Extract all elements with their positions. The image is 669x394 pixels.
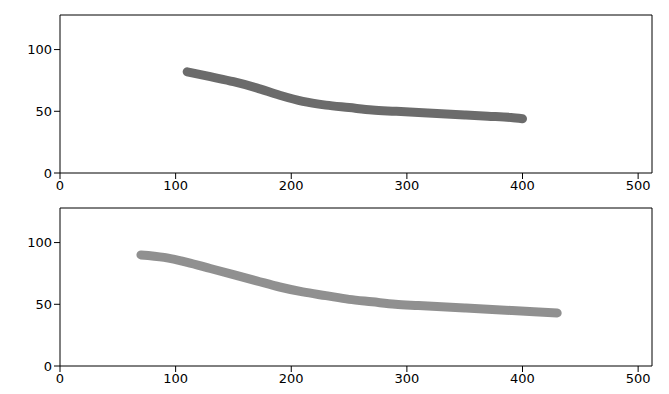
svg-text:0: 0	[44, 166, 52, 181]
svg-text:0: 0	[56, 178, 64, 193]
svg-text:50: 50	[35, 297, 52, 312]
svg-text:300: 300	[394, 178, 419, 193]
svg-text:100: 100	[163, 371, 188, 386]
svg-text:50: 50	[35, 104, 52, 119]
svg-text:500: 500	[626, 371, 651, 386]
svg-text:100: 100	[163, 178, 188, 193]
svg-text:400: 400	[510, 371, 535, 386]
svg-text:200: 200	[279, 178, 304, 193]
svg-text:100: 100	[27, 235, 52, 250]
svg-text:200: 200	[279, 371, 304, 386]
svg-text:100: 100	[27, 42, 52, 57]
svg-text:0: 0	[56, 371, 64, 386]
svg-text:400: 400	[510, 178, 535, 193]
svg-text:0: 0	[44, 359, 52, 374]
svg-text:500: 500	[626, 178, 651, 193]
svg-text:300: 300	[394, 371, 419, 386]
